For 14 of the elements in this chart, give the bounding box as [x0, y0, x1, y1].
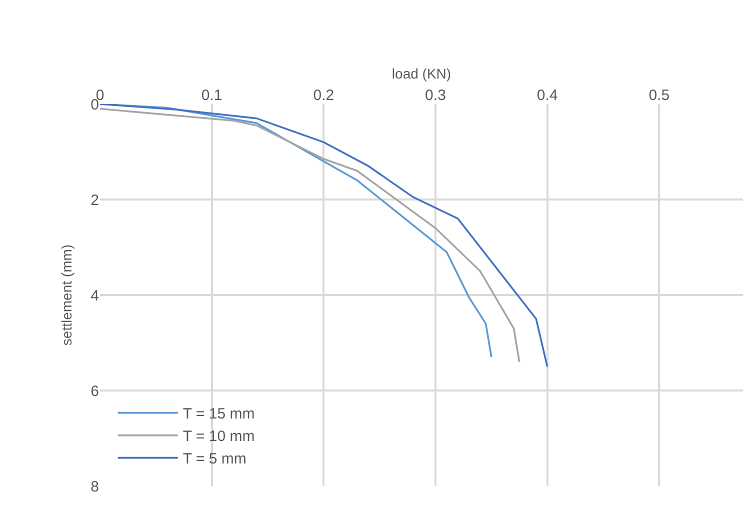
legend-label: T = 15 mm	[182, 406, 255, 423]
x-tick-label: 0.2	[313, 87, 334, 104]
x-tick-label: 0.3	[425, 87, 446, 104]
y-tick-label: 6	[90, 382, 99, 400]
x-tick-label: 0.1	[201, 87, 222, 104]
y-axis-title: settlement (mm)	[58, 244, 74, 346]
y-tick-label: 2	[90, 192, 99, 209]
legend-label: T = 10 mm	[182, 428, 255, 446]
y-tick-label: 8	[90, 478, 99, 496]
legend-label: T = 5 mm	[182, 450, 246, 468]
y-tick-label: 4	[90, 287, 99, 304]
x-tick-label: 0.5	[648, 87, 670, 104]
x-tick-label: 0.4	[536, 87, 558, 104]
x-axis-title: load (KN)	[392, 66, 452, 82]
